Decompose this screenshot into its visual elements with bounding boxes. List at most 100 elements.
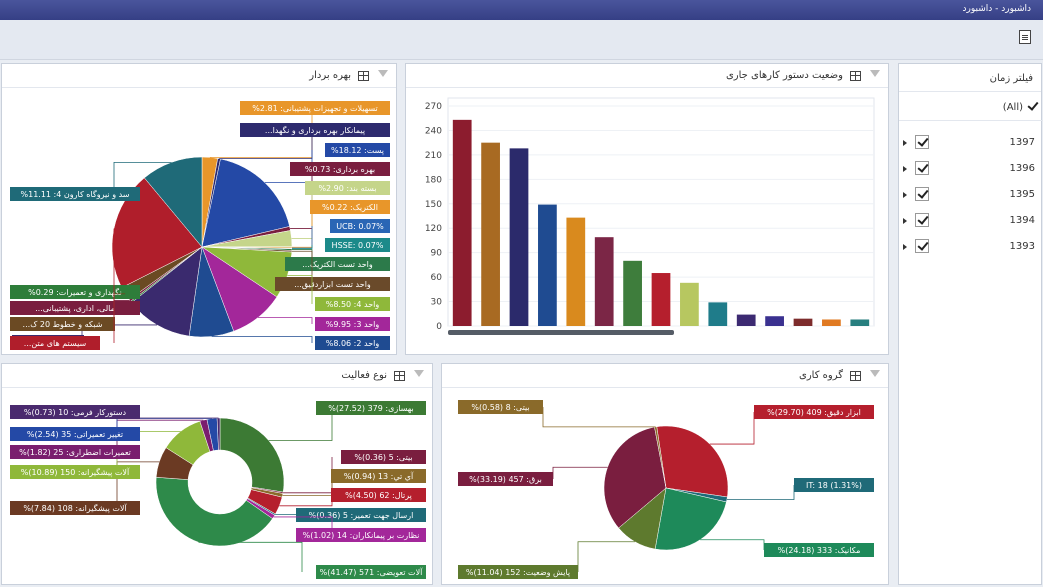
filter-icon[interactable] [870,70,880,77]
bar[interactable] [538,204,557,326]
data-label-box [330,219,390,233]
data-label-text: %ابزار دقیق: 409 (29.70) [767,408,861,417]
year-checkbox[interactable] [915,135,929,149]
table-view-icon[interactable] [394,371,405,381]
document-export-icon[interactable] [1019,30,1031,44]
table-view-icon[interactable] [850,71,861,81]
y-tick-label: 270 [425,102,442,112]
pie-slice[interactable] [144,156,203,248]
data-label-box [10,405,140,419]
data-label: %نظارت بر پیمانکاران: 14 (1.02) [296,528,426,542]
expand-arrow-icon[interactable] [903,244,907,250]
data-label-text: %پست: 18.12 [331,146,384,155]
data-label: %بیتی: 8 (0.58) [458,400,543,414]
bar[interactable] [481,142,500,326]
data-label: %آي تي: 13 (0.94) [331,469,426,483]
data-label-text: ...شبکه و خطوط 20 ک [23,320,103,329]
bar[interactable] [509,148,529,326]
data-label-box [794,478,874,492]
filter-all-row[interactable]: (All) [899,97,1043,121]
data-label-text: ...واحد تست ابزاردقیق [294,280,371,289]
data-label: %آلات تعویضی: 571 (41.47) [316,565,426,579]
y-tick-label: 30 [431,298,443,308]
leader-line [198,541,303,572]
work-group-panel: گروه کاری %ابزار دقیق: 409 (29.70) IT: 18… [441,363,889,585]
data-label: %تعمیرات اضطراری: 25 (1.82) [10,445,140,459]
data-label-box [310,200,390,214]
year-row[interactable]: 1393 [899,238,1043,260]
data-label-box [296,528,426,542]
data-label-text: %مکانیک: 333 (24.18) [778,546,861,555]
filter-icon[interactable] [414,370,424,377]
data-label-text: %واحد 2: 8.06 [326,339,380,348]
year-checkbox[interactable] [915,213,929,227]
y-tick-label: 90 [431,249,443,259]
data-label-box [285,257,390,271]
data-label-text: %تسهیلات و تجهیزات پشتیبانی: 2.81 [252,104,378,113]
data-label-box [240,101,390,115]
bar[interactable] [708,302,728,326]
expand-arrow-icon[interactable] [903,166,907,172]
data-label-box [296,508,426,522]
data-label-box [754,405,874,419]
table-view-icon[interactable] [358,71,369,81]
filter-icon[interactable] [378,70,388,77]
year-label: 1396 [1009,163,1035,174]
data-label-text: ...مالی، اداری، پشتیبانی [35,304,115,313]
panel-header: وضعیت دستور کارهای جاری [406,64,888,88]
bar[interactable] [765,316,784,326]
expand-arrow-icon[interactable] [903,140,907,146]
pie-slice[interactable] [654,487,727,551]
pie-slice[interactable] [219,417,285,493]
panel-header: گروه کاری [442,364,888,388]
data-label-box [240,123,390,137]
data-label-text: IT: 18 (1.31%) [806,481,862,490]
pie-slice[interactable] [656,425,729,498]
year-label: 1393 [1009,241,1035,252]
bar[interactable] [850,319,870,326]
data-label-box [325,238,390,252]
data-label: %تسهیلات و تجهیزات پشتیبانی: 2.81 [240,101,390,115]
bar[interactable] [623,260,642,326]
year-checkbox[interactable] [915,239,929,253]
table-view-icon[interactable] [850,371,861,381]
bar[interactable] [736,314,756,326]
year-checkbox[interactable] [915,187,929,201]
year-checkbox[interactable] [915,161,929,175]
bar[interactable] [566,217,586,326]
checkbox-all[interactable] [1026,100,1040,114]
y-tick-label: 120 [425,224,442,234]
pie-slice[interactable] [155,477,273,547]
bar[interactable] [651,273,671,326]
data-label-box [764,543,874,557]
y-tick-label: 60 [431,273,443,283]
bar[interactable] [452,119,472,326]
year-row[interactable]: 1394 [899,212,1043,234]
time-filter-panel: فیلتر زمان (All) 1397 1396 1395 1394 1393 [898,63,1043,585]
year-row[interactable]: 1396 [899,160,1043,182]
leader-line [552,466,608,479]
bar[interactable] [680,282,699,326]
expand-arrow-icon[interactable] [903,192,907,198]
bar[interactable] [793,318,813,326]
data-label: %ابزار دقیق: 409 (29.70) [754,405,874,419]
leader-line [279,495,333,507]
filter-icon[interactable] [870,370,880,377]
expand-arrow-icon[interactable] [903,218,907,224]
horizontal-scrollbar[interactable] [448,330,674,335]
data-label: %دستورکار فرمی: 10 (0.73) [10,405,140,419]
bar[interactable] [822,319,841,326]
data-label-box [10,187,140,201]
year-label: 1395 [1009,189,1035,200]
data-label-box [10,317,115,331]
y-tick-label: 210 [425,151,442,161]
panel-title: بهره بردار [309,70,351,81]
data-label: ...شبکه و خطوط 20 ک [10,317,115,331]
pie-slice[interactable] [201,158,290,248]
year-row[interactable]: 1395 [899,186,1043,208]
data-label-box [458,400,543,414]
data-label: ...واحد تست ابزاردقیق [275,277,390,291]
bar[interactable] [594,237,614,326]
year-row[interactable]: 1397 [899,134,1043,156]
data-label-box [290,162,390,176]
